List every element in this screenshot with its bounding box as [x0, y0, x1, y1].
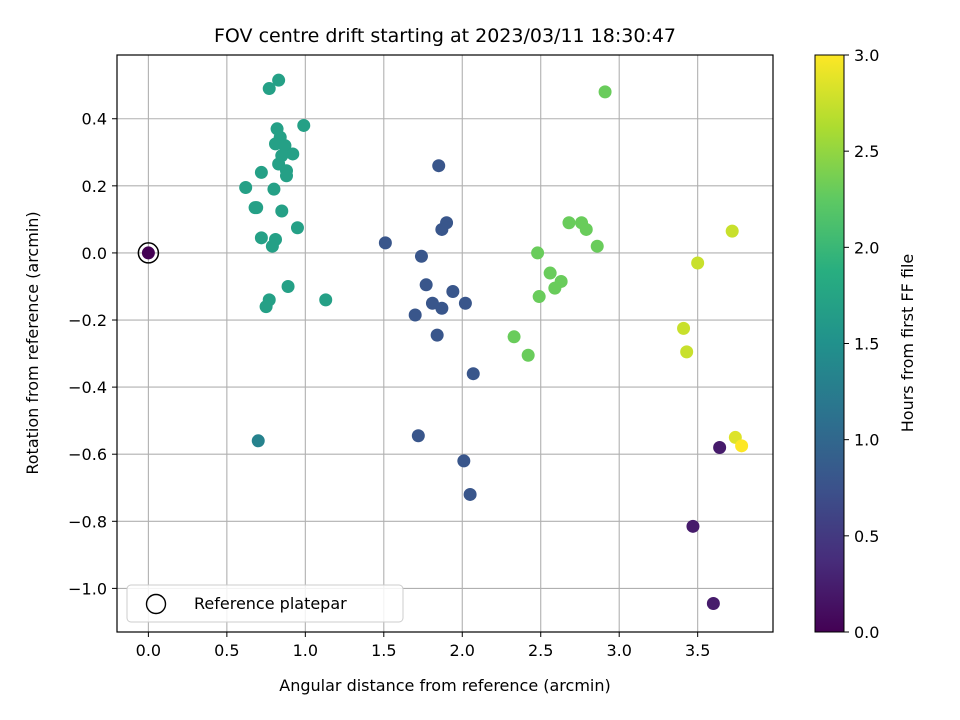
y-tick-label: 0.0 [82, 244, 107, 263]
data-point [278, 139, 292, 153]
x-tick-label: 1.5 [371, 641, 396, 660]
y-tick-label: −1.0 [68, 579, 107, 598]
legend-reference-marker [145, 593, 167, 615]
legend-label: Reference platepar [194, 594, 347, 613]
data-point [458, 296, 472, 310]
data-point [507, 330, 521, 344]
colorbar-ticks: 0.0 0.5 1.0 1.5 2.0 2.5 3.0 [844, 46, 879, 642]
data-point [725, 224, 739, 238]
colorbar-tick-label: 0.5 [854, 527, 879, 546]
data-point [254, 165, 268, 179]
colorbar-tick-label: 1.5 [854, 335, 879, 354]
data-point [532, 290, 546, 304]
colorbar-gradient [815, 55, 844, 632]
data-point [259, 300, 273, 314]
y-tick-label: −0.6 [68, 445, 107, 464]
data-point [414, 249, 428, 263]
x-tick-label: 0.5 [214, 641, 239, 660]
plot-frame [116, 54, 774, 633]
x-tick-label: 3.5 [685, 641, 710, 660]
data-point [531, 246, 545, 260]
data-point [713, 440, 727, 454]
data-point [275, 204, 289, 218]
legend: Reference platepar [126, 584, 404, 623]
colorbar-tick-label: 2.0 [854, 238, 879, 257]
data-point [319, 293, 333, 307]
data-point [281, 279, 295, 293]
data-point [290, 221, 304, 235]
data-point [457, 454, 471, 468]
grid-lines [117, 55, 773, 632]
data-point [419, 278, 433, 292]
colorbar-tick-label: 1.0 [854, 431, 879, 450]
data-point [239, 181, 253, 195]
data-point [435, 222, 449, 236]
x-tick-label: 2.5 [528, 641, 553, 660]
data-point [267, 182, 281, 196]
data-point [579, 222, 593, 236]
data-point [435, 301, 449, 315]
data-points [239, 73, 749, 610]
y-tick-label: −0.8 [68, 512, 107, 531]
x-tick-label: 3.0 [606, 641, 631, 660]
x-tick-label: 0.0 [136, 641, 161, 660]
data-point [378, 236, 392, 250]
data-point [272, 73, 286, 87]
y-tick-label: −0.4 [68, 378, 107, 397]
data-point [735, 439, 749, 453]
data-point [430, 328, 444, 342]
data-point [262, 82, 276, 96]
data-point [677, 321, 691, 335]
y-tick-label: −0.2 [68, 311, 107, 330]
data-point [706, 596, 720, 610]
colorbar-tick-label: 3.0 [854, 46, 879, 65]
data-point [408, 308, 422, 322]
data-point [254, 231, 268, 245]
y-axis: 0.4 0.2 0.0 −0.2 −0.4 −0.6 −0.8 −1.0 [68, 110, 117, 598]
data-point [251, 434, 265, 448]
data-point [297, 118, 311, 132]
reference-point [141, 246, 155, 260]
plot-area [117, 55, 773, 632]
reference-ring [137, 242, 160, 264]
data-point [590, 239, 604, 253]
x-axis: 0.0 0.5 1.0 1.5 2.0 2.5 3.0 3.5 [136, 632, 710, 660]
data-point [691, 256, 705, 270]
data-point [548, 281, 562, 295]
reference-marker-layer [137, 242, 160, 264]
data-point [680, 345, 694, 359]
colorbar-label: Hours from first FF file [898, 254, 917, 433]
data-point [686, 519, 700, 533]
data-point [432, 159, 446, 173]
data-point [446, 285, 460, 299]
data-point [265, 239, 279, 253]
data-point [411, 429, 425, 443]
data-point [279, 169, 293, 183]
colorbar: 0.0 0.5 1.0 1.5 2.0 2.5 3.0 Hours from first F… [814, 46, 917, 642]
y-tick-label: 0.2 [82, 177, 107, 196]
data-point [250, 201, 264, 215]
data-point [543, 266, 557, 280]
y-tick-label: 0.4 [82, 110, 107, 129]
colorbar-tick-label: 0.0 [854, 623, 879, 642]
colorbar-tick-label: 2.5 [854, 142, 879, 161]
data-point [521, 348, 535, 362]
data-point [562, 216, 576, 230]
x-tick-label: 1.0 [293, 641, 318, 660]
data-point [598, 85, 612, 99]
data-point [463, 487, 477, 501]
y-axis-label: Rotation from reference (arcmin) [23, 211, 42, 474]
x-tick-label: 2.0 [450, 641, 475, 660]
data-point [286, 147, 300, 161]
chart-title: FOV centre drift starting at 2023/03/11 … [214, 25, 676, 47]
data-point [466, 367, 480, 381]
x-axis-label: Angular distance from reference (arcmin) [279, 676, 610, 695]
legend-box [126, 584, 404, 623]
